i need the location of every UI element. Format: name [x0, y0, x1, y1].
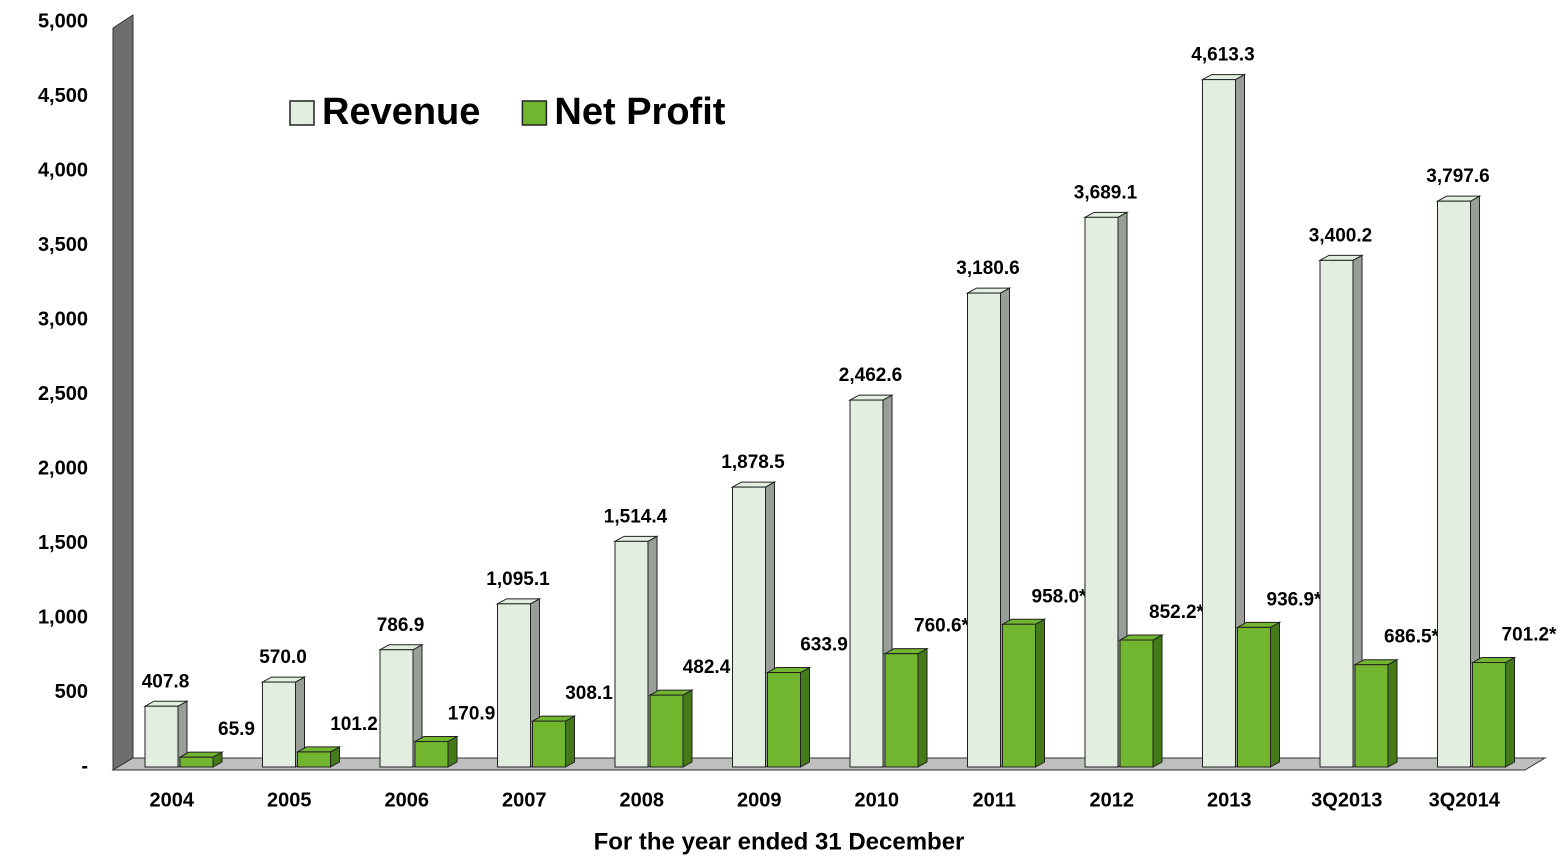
y-tick-label: 3,000 — [38, 308, 88, 330]
bar — [849, 399, 884, 768]
x-tick-label: 2007 — [502, 789, 547, 811]
bar — [1354, 664, 1389, 768]
bar — [414, 741, 449, 768]
value-label: 3,689.1 — [1074, 182, 1138, 203]
bar — [497, 603, 531, 768]
value-label: 852.2* — [1149, 602, 1205, 623]
bar — [179, 756, 214, 768]
value-label: 958.0* — [1032, 586, 1088, 607]
value-label: 3,797.6 — [1426, 166, 1489, 187]
bar — [1002, 623, 1036, 768]
bar-side — [1387, 658, 1398, 768]
value-label: 2,462.6 — [839, 365, 902, 386]
legend-label: Revenue — [322, 91, 480, 133]
value-label: 633.9 — [800, 635, 848, 656]
y-tick-label: 5,000 — [38, 10, 88, 32]
y-tick-label: 4,000 — [38, 159, 88, 181]
bar-side — [917, 647, 928, 768]
x-tick-label: 2008 — [620, 789, 665, 811]
value-label: 1,878.5 — [721, 452, 785, 473]
x-tick-label: 2010 — [855, 789, 900, 811]
value-label: 760.6* — [914, 616, 970, 637]
legend-label: Net Profit — [554, 91, 725, 133]
y-tick-label: 4,500 — [38, 85, 88, 107]
x-tick-label: 2006 — [385, 789, 430, 811]
value-label: 101.2 — [330, 714, 378, 735]
bar — [1319, 259, 1354, 768]
bar-side — [1505, 656, 1515, 768]
bar-side — [1035, 618, 1045, 768]
y-tick-label: 2,500 — [38, 383, 88, 405]
bar — [144, 705, 179, 768]
value-label: 407.8 — [142, 671, 190, 692]
y-tick-label: 1,000 — [38, 606, 88, 628]
value-label: 65.9 — [218, 719, 255, 740]
floor — [111, 757, 1547, 771]
x-tick-label: 2004 — [150, 789, 195, 811]
bar — [532, 720, 566, 768]
bar — [732, 486, 766, 768]
x-tick-label: 3Q2014 — [1429, 789, 1501, 811]
bar — [379, 649, 414, 768]
value-label: 1,514.4 — [604, 506, 668, 527]
x-tick-label: 2013 — [1207, 789, 1252, 811]
bar — [614, 540, 649, 768]
y-tick-label: 3,500 — [38, 234, 88, 256]
y-tick-label: 2,000 — [38, 457, 88, 479]
value-label: 4,613.3 — [1191, 45, 1254, 66]
y-tick-label: 1,500 — [38, 532, 88, 554]
bar-side — [565, 715, 575, 768]
bar — [1202, 79, 1236, 768]
value-label: 308.1 — [565, 683, 613, 704]
bar — [967, 292, 1001, 768]
bar — [767, 672, 801, 768]
x-tick-label: 2011 — [973, 789, 1016, 811]
value-label: 3,400.2 — [1309, 225, 1372, 246]
bar-side — [682, 689, 693, 768]
value-label: 1,095.1 — [486, 569, 550, 590]
x-tick-label: 3Q2013 — [1311, 789, 1382, 811]
x-tick-label: 2005 — [267, 789, 312, 811]
value-label: 3,180.6 — [956, 258, 1019, 279]
value-label: 936.9* — [1267, 589, 1323, 610]
bar — [1237, 626, 1271, 768]
value-label: 786.9 — [377, 615, 425, 636]
bar — [262, 681, 296, 768]
bar — [1119, 639, 1154, 768]
value-label: 482.4 — [683, 657, 731, 678]
bar-side — [1270, 621, 1280, 768]
value-label: 170.9 — [448, 704, 496, 725]
bar — [1472, 662, 1506, 768]
legend-swatch — [521, 100, 548, 126]
y-tick-label: - — [81, 755, 88, 777]
x-tick-label: 2012 — [1090, 789, 1135, 811]
bar — [1437, 200, 1471, 768]
x-tick-label: 2009 — [737, 789, 782, 811]
legend-swatch — [289, 100, 315, 126]
value-label: 570.0 — [259, 647, 307, 668]
bar — [297, 751, 331, 768]
bar — [649, 694, 684, 768]
y-tick-label: 500 — [55, 681, 88, 703]
bar-side — [1152, 634, 1163, 768]
x-axis-title: For the year ended 31 December — [594, 828, 965, 855]
value-label: 701.2* — [1502, 625, 1558, 646]
value-label: 686.5* — [1384, 627, 1440, 648]
left-wall — [112, 14, 134, 771]
bar-side — [800, 666, 810, 768]
bar — [1084, 216, 1119, 768]
bar — [884, 653, 919, 768]
